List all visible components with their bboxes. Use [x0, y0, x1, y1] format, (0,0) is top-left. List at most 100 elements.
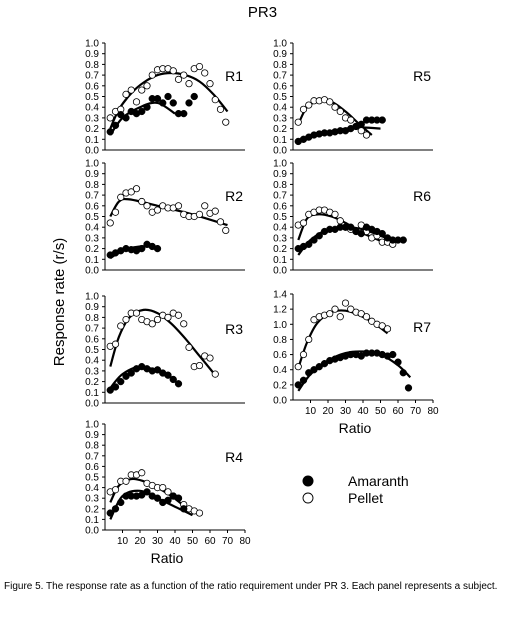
- panel-r7-x-tick-label: 60: [392, 406, 404, 417]
- panel-r4-y-tick-label: 0.5: [85, 473, 99, 484]
- panel-r2-y-tick-label: 0.6: [85, 201, 99, 212]
- panel-r1-point-pellet: [127, 86, 135, 94]
- panel-r2: 0.00.10.20.30.40.50.60.70.80.91.0 R2: [85, 159, 245, 277]
- figure-title: PR3: [247, 4, 278, 21]
- panel-r3-y-tick-label: 0.6: [85, 334, 99, 345]
- panel-r1-point-pellet: [195, 62, 204, 71]
- panel-r5-y-tick-label: 0.8: [273, 60, 287, 71]
- panel-r4: 0.00.10.20.30.40.50.60.70.80.91.0 10 20 30 4…: [85, 420, 251, 567]
- panel-r2-y-tick-label: 0.1: [85, 255, 99, 266]
- panel-r3-point-amaranth: [117, 377, 125, 386]
- panel-r3-y-tick-label: 0.8: [85, 313, 99, 324]
- panel-r3-y-tick-label: 0.0: [85, 399, 99, 410]
- panel-r3-y-tick-label: 0.2: [85, 377, 99, 388]
- panel-r6-point-amaranth: [305, 240, 313, 248]
- panel-r3-y-tick-label: 0.3: [85, 366, 99, 377]
- panel-r1-fit-curve-pellet: [109, 71, 229, 130]
- panel-r4-y-tick-label: 0.3: [85, 494, 99, 505]
- panel-r2-label: R2: [225, 188, 243, 204]
- panel-r1-point-pellet: [106, 114, 114, 122]
- panel-r2-point-pellet: [201, 202, 209, 210]
- panel-r7-x-tick-label: 50: [375, 406, 387, 417]
- y-axis-label: Response rate (r/s): [51, 238, 68, 366]
- panel-r6-y-tick-label: 0.7: [273, 191, 287, 202]
- panel-r5-y-tick-label: 0.5: [273, 92, 287, 103]
- panel-r6-point-pellet: [331, 210, 339, 218]
- panel-r4-x-tick-label: 70: [222, 536, 234, 547]
- panel-r2-point-amaranth: [138, 244, 146, 253]
- panel-r5: 0.00.10.20.30.40.50.60.70.80.91.0 R5: [273, 39, 433, 157]
- panel-r4-label: R4: [225, 449, 243, 465]
- panel-r1-point-amaranth: [190, 92, 198, 101]
- panel-r6-y-tick-label: 0.0: [273, 266, 287, 277]
- panel-r7-y-tick-label: 0.4: [273, 365, 287, 376]
- panel-r5-y-tick-label: 0.9: [273, 49, 287, 60]
- panel-r4-point-pellet: [111, 486, 120, 494]
- panel-r4-point-pellet: [159, 483, 167, 492]
- panel-r6-point-pellet: [299, 219, 308, 227]
- legend-marker-amaranth: [302, 475, 314, 487]
- panel-r7: 0.0 0.2 0.4 0.6 0.8 1.0 1.2 1.4 10 20 30 40 50 60 70 80…: [273, 290, 439, 437]
- panel-r3-y-tick-label: 0.7: [85, 324, 99, 335]
- panel-r5-point-pellet: [336, 107, 344, 116]
- panel-r1-y-tick-label: 0.8: [85, 60, 99, 71]
- panel-r1-point-pellet: [122, 90, 130, 98]
- panel-r2-point-pellet: [216, 218, 225, 226]
- panel-r4-point-amaranth: [111, 505, 120, 513]
- panel-r3-point-pellet: [174, 311, 183, 319]
- panel-r1-label: R1: [225, 68, 243, 84]
- panel-r4-point-amaranth: [180, 505, 188, 513]
- panel-r7-x-tick-label: 10: [305, 406, 317, 417]
- panel-r4-x-tick-label: 30: [152, 536, 164, 547]
- panel-r2-y-tick-label: 0.4: [85, 223, 99, 234]
- panel-r1-point-amaranth: [138, 107, 146, 116]
- panel-r1-y-tick-label: 0.4: [85, 103, 99, 114]
- panel-r1-y-tick-label: 0.9: [85, 49, 99, 60]
- panel-r5-point-pellet: [331, 103, 339, 111]
- panel-r3-y-tick-label: 0.9: [85, 302, 99, 313]
- panel-r2-y-tick-label: 0.5: [85, 212, 99, 223]
- panel-r7-x-tick-label: 40: [357, 406, 369, 417]
- panel-r2-point-pellet: [117, 193, 125, 201]
- panel-r7-x-tick-label: 70: [410, 406, 422, 417]
- panel-r7-point-pellet: [336, 313, 344, 321]
- panel-r1-y-tick-label: 0.1: [85, 135, 99, 146]
- panel-r4-point-pellet: [195, 509, 204, 517]
- panel-r7-y-tick-label: 1.4: [273, 290, 287, 301]
- panel-r6-point-amaranth: [310, 236, 318, 244]
- panel-r1-point-amaranth: [169, 99, 177, 107]
- panel-r7-point-pellet: [310, 316, 318, 324]
- panel-r5-point-pellet: [294, 118, 302, 126]
- panel-r3-point-amaranth: [174, 380, 183, 388]
- panel-r3-point-pellet: [164, 313, 172, 321]
- panel-r3-fit-curve-pellet: [109, 308, 215, 374]
- panel-r5-y-tick-label: 0.3: [273, 113, 287, 124]
- panel-r4-x-axis-label: Ratio: [151, 550, 184, 566]
- panel-r4-y-tick-label: 0.4: [85, 483, 99, 494]
- panel-r5-point-amaranth: [357, 120, 365, 128]
- panel-r3-point-amaranth: [122, 372, 130, 380]
- panel-r5-label: R5: [413, 68, 431, 84]
- panel-r2-point-pellet: [174, 202, 183, 210]
- panel-r4-point-amaranth: [143, 488, 151, 496]
- panel-r1-point-pellet: [169, 67, 177, 75]
- panel-r7-point-pellet: [357, 310, 365, 318]
- panel-r4-point-amaranth: [174, 494, 183, 502]
- panel-r1-point-amaranth: [164, 92, 172, 101]
- panel-r2-point-pellet: [132, 185, 141, 193]
- panel-r3-point-pellet: [195, 361, 204, 370]
- panel-r1-point-pellet: [174, 75, 183, 83]
- panel-r4-point-amaranth: [164, 496, 172, 504]
- panel-r2-y-tick-label: 0.3: [85, 233, 99, 244]
- panel-r2-point-pellet: [211, 207, 219, 215]
- panel-r3-point-amaranth: [106, 386, 114, 394]
- panel-r7-label: R7: [413, 319, 431, 335]
- panel-r5-y-tick-label: 0.4: [273, 103, 287, 114]
- panel-r3-point-pellet: [117, 322, 125, 330]
- panel-r1-point-pellet: [143, 82, 151, 90]
- panel-r3-point-pellet: [148, 320, 156, 328]
- panel-r4-x-tick-label: 50: [187, 536, 199, 547]
- panel-r5-point-pellet: [305, 101, 313, 109]
- panel-r1-point-amaranth: [122, 114, 130, 122]
